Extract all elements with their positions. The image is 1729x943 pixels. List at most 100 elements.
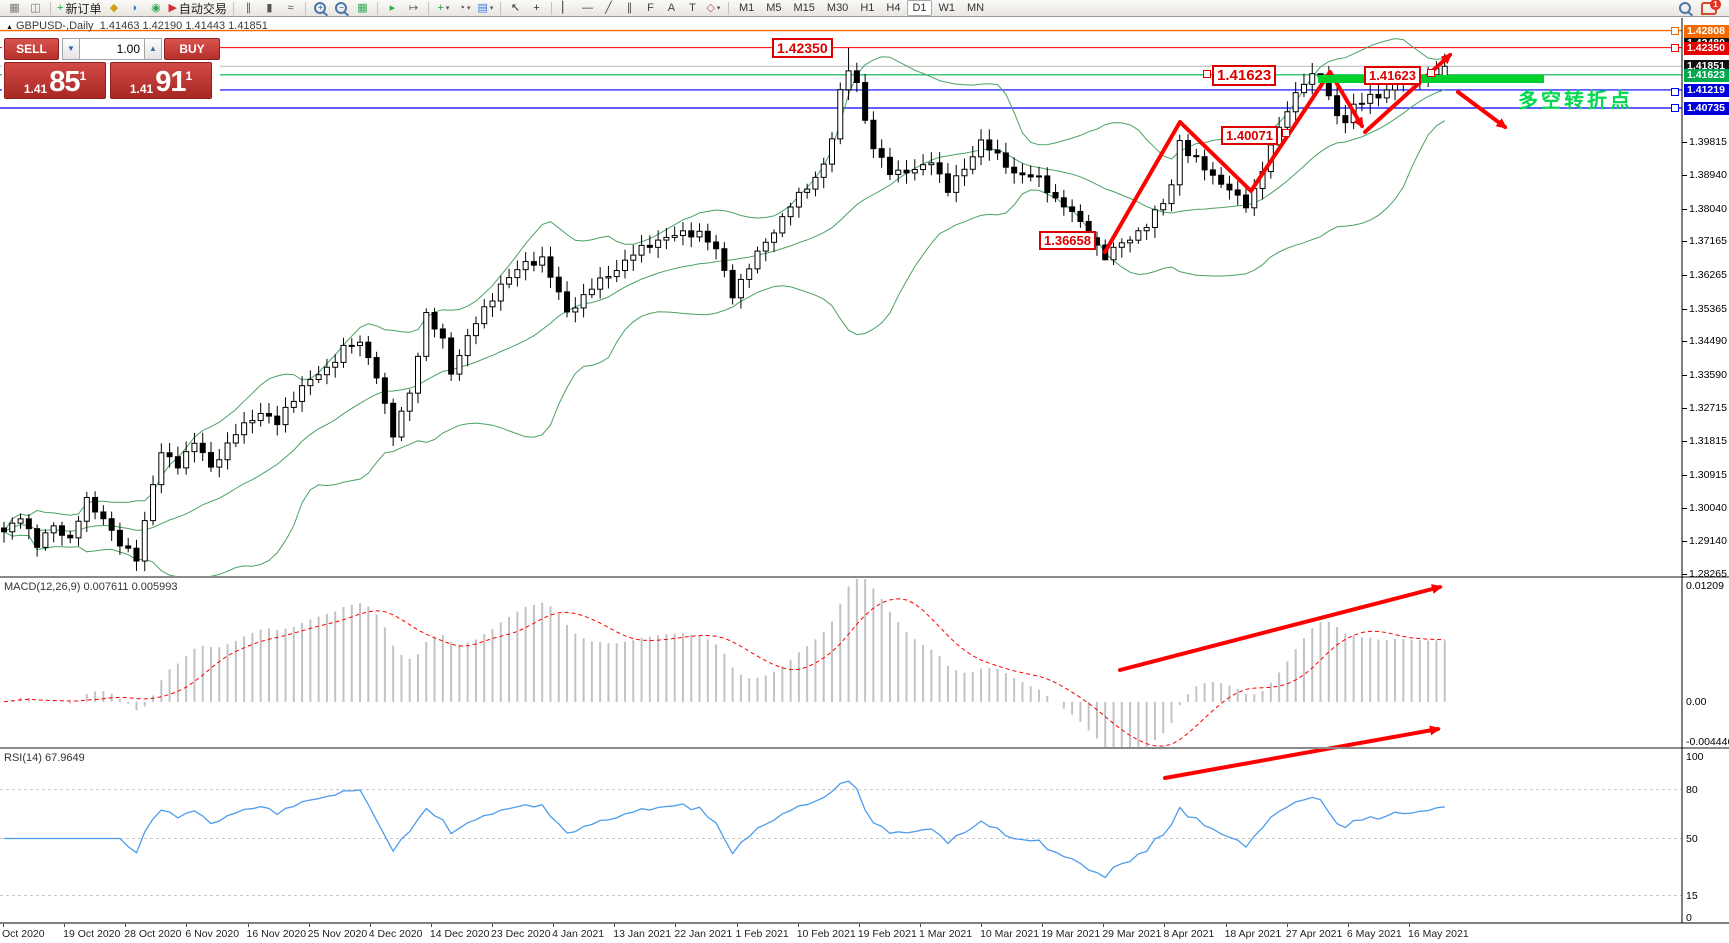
chart-shift-icon[interactable]: ↦	[403, 1, 424, 16]
price-tick-label: 1.29140	[1689, 535, 1727, 548]
timeframe-m1[interactable]: M1	[738, 2, 755, 14]
date-label: 14 Dec 2020	[429, 928, 490, 940]
periods-button-glyph: ◔	[458, 2, 465, 14]
autotrading-button[interactable]: ▶ 自动交易	[166, 1, 228, 16]
timeframe-d1[interactable]: D1	[907, 0, 932, 16]
fibonacci-icon[interactable]: F	[640, 1, 661, 16]
vertical-line-icon[interactable]: ▏	[556, 1, 577, 16]
timeframe-mn[interactable]: MN	[967, 2, 985, 14]
cleanup-icon[interactable]: ◆	[103, 1, 124, 16]
zoom-out-icon-glyph: −	[335, 2, 348, 14]
charts-window-icon[interactable]: ▦	[4, 1, 25, 16]
toolbar-separator	[304, 1, 306, 15]
timeframe-h1[interactable]: H1	[860, 2, 875, 14]
date-label: 1 Mar 2021	[918, 928, 973, 940]
tile-windows-icon-glyph: ▦	[357, 2, 368, 14]
swing-low-callout[interactable]: 1.36658	[1039, 231, 1096, 250]
date-label: 19 Mar 2021	[1041, 928, 1101, 940]
buy-button[interactable]: BUY	[164, 38, 220, 60]
date-label: 19 Feb 2021	[857, 928, 917, 940]
trend-zigzag[interactable]	[1103, 70, 1332, 254]
horizontal-line-icon[interactable]: —	[577, 1, 598, 16]
tile-windows-icon[interactable]: ▦	[352, 1, 373, 16]
zoom-in-icon[interactable]: +	[310, 1, 331, 16]
auto-scroll-icon[interactable]: ▸	[382, 1, 403, 16]
timeframe-m30[interactable]: M30	[826, 2, 849, 14]
line-chart-mode-icon[interactable]: ≈	[280, 1, 301, 16]
signals-icon[interactable]: ◉	[145, 1, 166, 16]
pivot-note-text[interactable]: 多空转折点	[1518, 90, 1633, 112]
timeframe-w1[interactable]: W1	[938, 2, 956, 14]
macd-trend-arrow[interactable]	[1118, 584, 1443, 672]
date-tick	[1042, 924, 1044, 927]
anchor-handle[interactable]	[1427, 69, 1435, 77]
price-tick-label: 1.36265	[1689, 269, 1727, 282]
resistance-zone-bar[interactable]	[1318, 75, 1544, 83]
periods-button[interactable]: ◔ ▾	[454, 1, 475, 16]
high-price-callout[interactable]: 1.42350	[772, 38, 833, 58]
anchor-handle[interactable]	[1671, 88, 1679, 96]
sell-button[interactable]: SELL	[4, 38, 59, 60]
rsi-trend-arrow[interactable]	[1163, 725, 1441, 780]
crosshair-icon[interactable]: +	[526, 1, 547, 16]
price-tick-label: 1.34490	[1689, 335, 1727, 348]
dip-arrow[interactable]	[1456, 90, 1508, 129]
rally-arrow[interactable]	[1363, 52, 1453, 134]
anchor-handle[interactable]	[1671, 27, 1679, 35]
data-window-icon[interactable]: ◫	[25, 1, 46, 16]
price-tick-label: 1.32715	[1689, 401, 1727, 414]
rsi-value: 67.9649	[44, 752, 85, 764]
date-label: 4 Jan 2021	[552, 928, 605, 940]
swing-high-callout[interactable]: 1.40071	[1221, 126, 1278, 145]
new-order-button[interactable]: + 新订单	[55, 1, 103, 16]
volume-input[interactable]	[80, 38, 144, 60]
date-label: 6 Nov 2020	[185, 928, 240, 940]
templates-button[interactable]: ▤ ▾	[475, 1, 496, 16]
resistance-callout-left[interactable]: 1.41623	[1212, 65, 1277, 86]
price-tick	[1682, 507, 1687, 509]
volume-decrease-button[interactable]: ▼	[62, 38, 80, 60]
text-icon[interactable]: A	[661, 1, 682, 16]
timeframe-m15[interactable]: M15	[793, 2, 815, 14]
rsi-scale-label: 0	[1686, 912, 1692, 924]
shapes-button[interactable]: ◇ ▾	[703, 1, 724, 16]
toolbar-separator	[232, 1, 234, 15]
date-tick	[797, 924, 799, 927]
indicators-button-caret-icon: ▾	[445, 5, 450, 12]
resistance-callout-right[interactable]: 1.41623	[1364, 66, 1421, 85]
rsi-scale-label: 15	[1686, 889, 1698, 902]
anchor-handle[interactable]	[1671, 44, 1679, 52]
bar-chart-mode-icon[interactable]: ∥	[238, 1, 259, 16]
anchor-handle[interactable]	[1671, 104, 1679, 112]
chat-icon[interactable]: 1	[1701, 0, 1721, 15]
toolbar-separator	[499, 1, 501, 15]
price-level-label: 1.42808	[1684, 25, 1729, 38]
shapes-button-caret-icon: ▾	[716, 5, 721, 12]
sell-price-button[interactable]: 1.41 85 1	[4, 62, 106, 99]
search-icon[interactable]	[1679, 2, 1691, 14]
price-tick	[1682, 308, 1687, 310]
timeframe-h4[interactable]: H4	[886, 2, 901, 14]
buy-price-button[interactable]: 1.41 91 1	[110, 62, 212, 99]
trendline-icon[interactable]: ╱	[598, 1, 619, 16]
templates-button-glyph: ▤	[477, 2, 488, 14]
anchor-handle[interactable]	[1203, 70, 1211, 78]
zoom-out-icon[interactable]: −	[331, 1, 352, 16]
channel-icon[interactable]: ∥	[619, 1, 640, 16]
signals-icon-glyph: ◉	[151, 2, 161, 14]
price-tick-label: 1.33590	[1689, 369, 1727, 381]
cursor-icon[interactable]: ↖	[505, 1, 526, 16]
timeframe-m5[interactable]: M5	[766, 2, 782, 14]
volume-increase-button[interactable]: ▲	[144, 38, 162, 60]
indicators-button[interactable]: + ▾	[433, 1, 454, 16]
date-axis[interactable]: Oct 2020 19 Oct 2020 28 Oct 2020 6 Nov 2020…	[0, 924, 1729, 943]
label-icon[interactable]: T	[682, 1, 703, 16]
price-tick	[1682, 175, 1687, 177]
date-tick	[430, 924, 432, 927]
candle-chart-mode-icon[interactable]: ▮	[259, 1, 280, 16]
date-tick	[125, 924, 127, 927]
anchor-handle[interactable]	[1282, 129, 1290, 137]
mql-community-icon[interactable]: ◗	[124, 1, 145, 16]
